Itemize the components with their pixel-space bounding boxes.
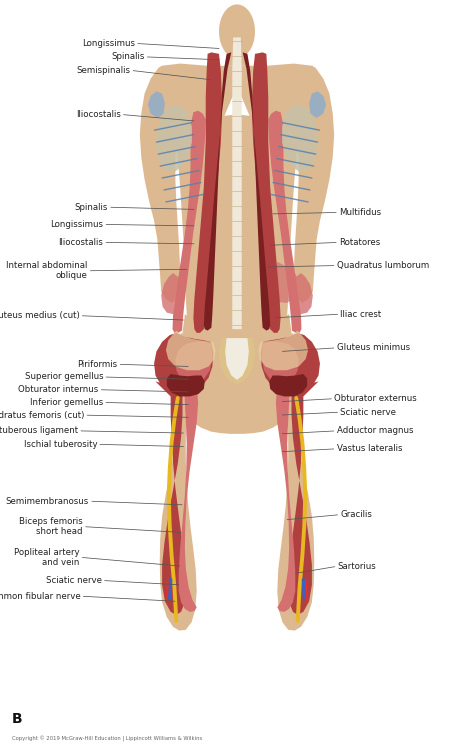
Polygon shape <box>276 383 295 612</box>
Polygon shape <box>268 111 301 333</box>
Text: Obturator externus: Obturator externus <box>334 394 417 403</box>
Text: Vastus lateralis: Vastus lateralis <box>337 444 402 453</box>
Polygon shape <box>277 370 314 631</box>
Polygon shape <box>148 91 165 118</box>
Polygon shape <box>232 37 242 329</box>
Polygon shape <box>175 340 212 383</box>
Text: Rotatores: Rotatores <box>339 238 380 247</box>
Text: Common fibular nerve: Common fibular nerve <box>0 592 81 601</box>
Text: Biceps femoris
short head: Biceps femoris short head <box>19 517 83 536</box>
Polygon shape <box>193 52 222 333</box>
Text: Iliocostalis: Iliocostalis <box>76 110 121 119</box>
Text: Sacrotuberous ligament: Sacrotuberous ligament <box>0 426 78 435</box>
Polygon shape <box>243 52 270 331</box>
Text: Popliteal artery
and vein: Popliteal artery and vein <box>14 548 80 567</box>
Polygon shape <box>219 338 255 384</box>
Polygon shape <box>262 340 299 383</box>
Text: Sciatic nerve: Sciatic nerve <box>340 408 396 417</box>
Text: Superior gemellus: Superior gemellus <box>25 373 103 381</box>
Polygon shape <box>293 66 334 303</box>
Polygon shape <box>167 374 205 396</box>
Polygon shape <box>147 64 327 159</box>
Polygon shape <box>179 383 198 612</box>
Text: Gluteus minimus: Gluteus minimus <box>337 343 410 352</box>
Polygon shape <box>154 333 213 394</box>
Polygon shape <box>309 91 326 118</box>
Text: Longissimus: Longissimus <box>82 39 135 48</box>
Text: Sciatic nerve: Sciatic nerve <box>46 576 102 585</box>
Text: Ischial tuberosity: Ischial tuberosity <box>24 440 97 449</box>
Polygon shape <box>204 52 231 331</box>
Polygon shape <box>166 331 216 370</box>
Polygon shape <box>269 374 307 396</box>
Text: Obturator internus: Obturator internus <box>18 385 99 394</box>
Polygon shape <box>219 4 255 58</box>
Polygon shape <box>156 105 192 172</box>
Text: Copyright © 2019 McGraw-Hill Education | Lippincott Williams & Wilkins: Copyright © 2019 McGraw-Hill Education |… <box>12 736 202 742</box>
Polygon shape <box>225 338 249 380</box>
Polygon shape <box>156 105 192 172</box>
Text: Gracilis: Gracilis <box>340 510 372 519</box>
Text: B: B <box>12 711 22 726</box>
Polygon shape <box>182 314 292 387</box>
Text: Multifidus: Multifidus <box>339 208 381 217</box>
Text: Semispinalis: Semispinalis <box>76 66 130 75</box>
Text: Inferior gemellus: Inferior gemellus <box>30 398 103 407</box>
Text: Internal abdominal
oblique: Internal abdominal oblique <box>6 261 88 280</box>
Text: Spinalis: Spinalis <box>111 52 145 61</box>
Polygon shape <box>178 114 296 343</box>
Polygon shape <box>173 111 206 333</box>
Polygon shape <box>219 338 255 384</box>
Polygon shape <box>258 331 308 370</box>
Polygon shape <box>288 381 319 615</box>
Polygon shape <box>274 262 296 303</box>
Text: Spinalis: Spinalis <box>75 203 108 212</box>
Text: Semimembranosus: Semimembranosus <box>6 497 89 506</box>
Text: Sartorius: Sartorius <box>337 562 376 571</box>
Text: Adductor magnus: Adductor magnus <box>337 426 413 435</box>
Polygon shape <box>175 333 299 434</box>
Text: Longissimus: Longissimus <box>50 220 103 229</box>
Polygon shape <box>140 66 181 303</box>
Polygon shape <box>289 273 313 314</box>
Polygon shape <box>227 51 247 66</box>
Text: Iliocostalis: Iliocostalis <box>58 238 103 247</box>
Polygon shape <box>161 273 185 314</box>
Text: Quadratus lumborum: Quadratus lumborum <box>337 261 429 270</box>
Text: Quadratus femoris (cut): Quadratus femoris (cut) <box>0 411 84 420</box>
Polygon shape <box>261 333 320 394</box>
Text: Iliac crest: Iliac crest <box>340 310 382 319</box>
Polygon shape <box>155 381 186 615</box>
Text: Gluteus medius (cut): Gluteus medius (cut) <box>0 311 80 320</box>
Polygon shape <box>282 105 318 172</box>
Text: Piriformis: Piriformis <box>77 360 118 369</box>
Polygon shape <box>282 105 318 172</box>
Polygon shape <box>252 52 281 333</box>
Polygon shape <box>160 370 197 631</box>
